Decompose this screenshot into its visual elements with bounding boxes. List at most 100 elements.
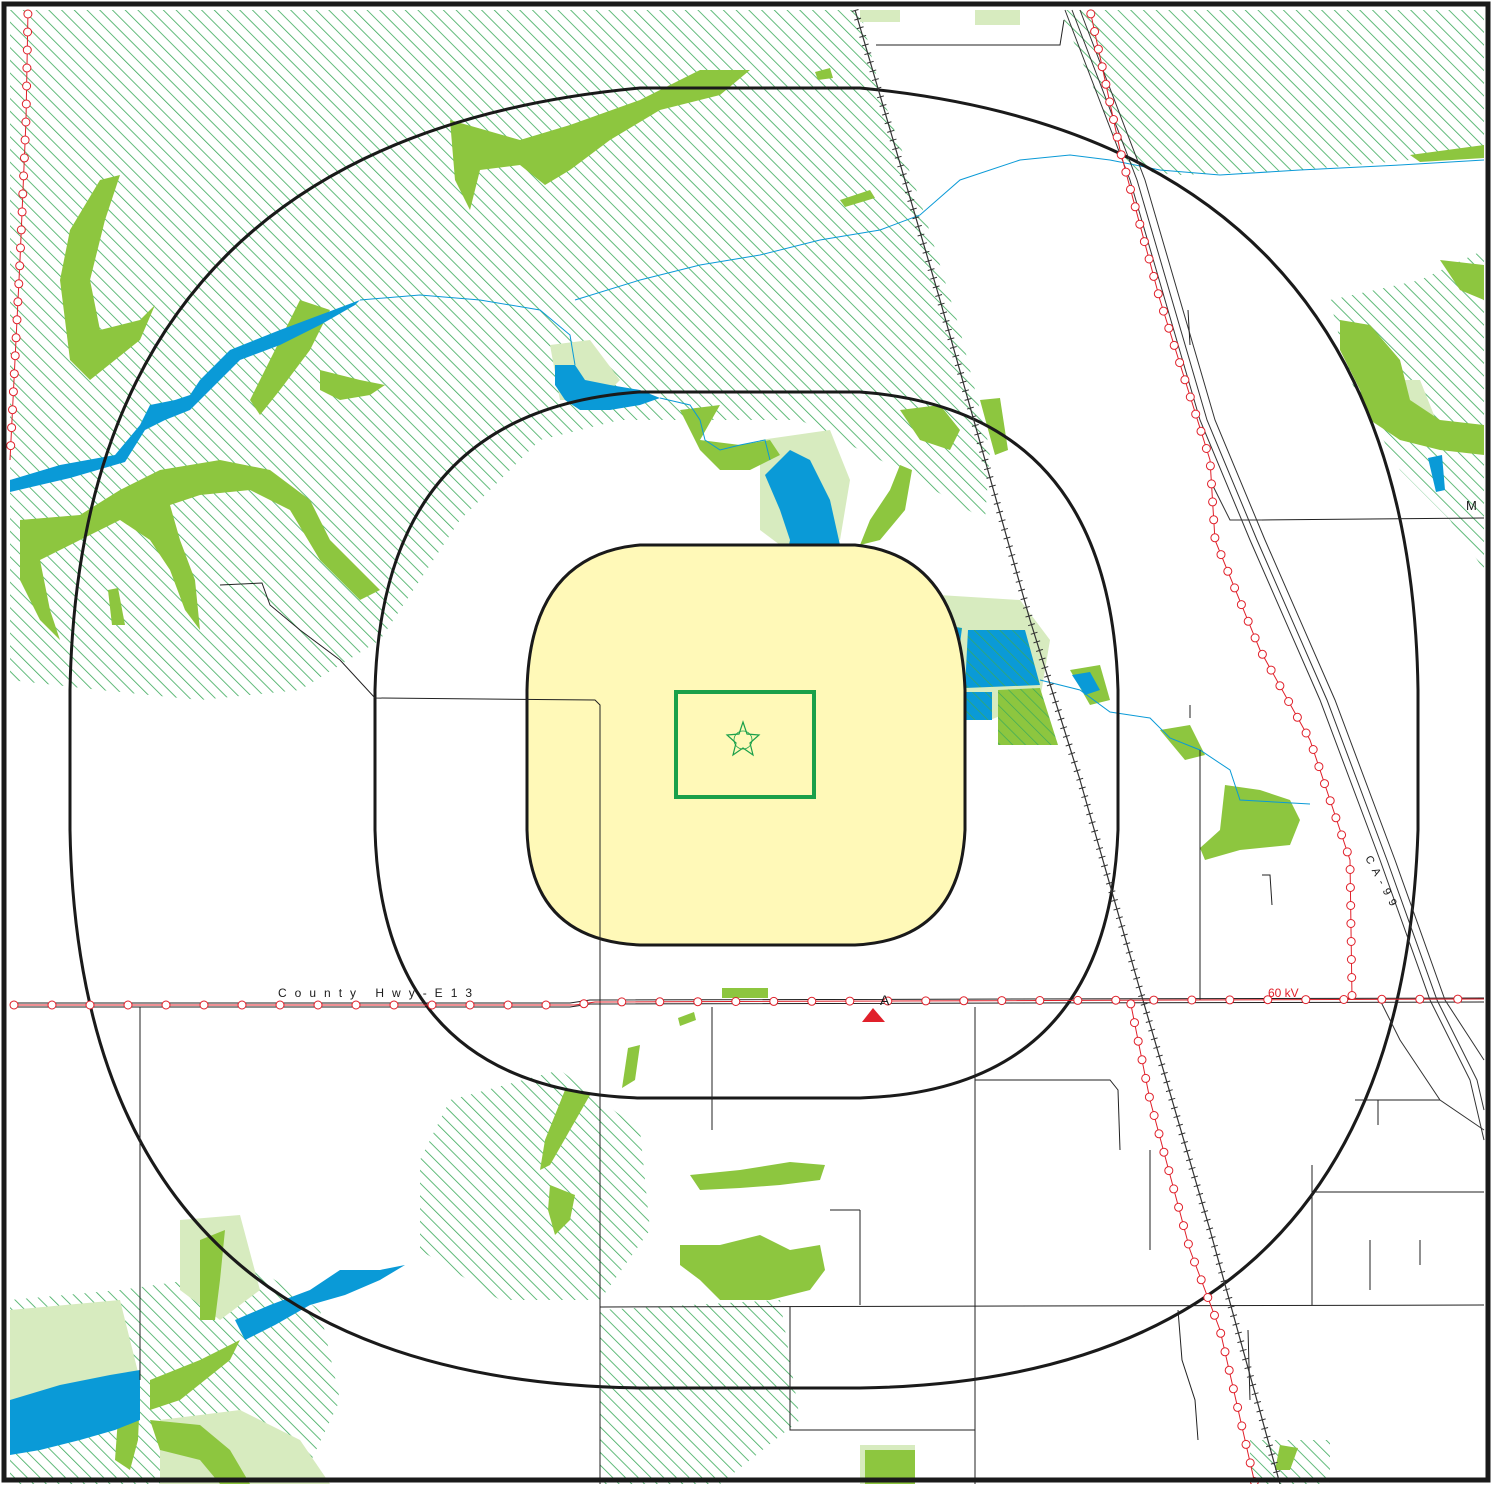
powerline-pole	[465, 1000, 475, 1010]
powerline-pole	[16, 225, 26, 235]
powerline-pole	[1342, 847, 1352, 857]
powerline-pole	[1035, 996, 1045, 1005]
powerline-pole	[1187, 995, 1197, 1005]
wetland-area-south	[600, 1300, 800, 1484]
powerline-pole	[199, 1000, 209, 1010]
powerline-pole	[1139, 237, 1149, 247]
stream-creek	[659, 397, 771, 461]
powerline-pole	[8, 405, 17, 415]
powerline-pole	[1180, 375, 1190, 385]
vegetation	[20, 68, 1484, 1484]
road-v-17	[1247, 1329, 1251, 1401]
powerline-south	[1129, 999, 1256, 1485]
triangle-marker-icon[interactable]	[862, 1008, 885, 1022]
site-boundary-box[interactable]	[674, 690, 816, 799]
powerline-pole	[16, 243, 25, 253]
powerline-pole	[1292, 712, 1302, 722]
powerline-pole	[1346, 901, 1356, 910]
powerline-pole	[1263, 995, 1273, 1005]
powerline-pole	[1257, 649, 1267, 659]
veg-blob-1	[320, 370, 385, 400]
powerline-pole	[1154, 1129, 1164, 1139]
veg-strip-creek	[680, 405, 780, 470]
veg-dash-1	[678, 1012, 696, 1026]
road-v-11	[1187, 309, 1191, 346]
powerline-pole	[9, 369, 19, 379]
powerline-pole	[22, 63, 32, 73]
powerline-pole	[1175, 358, 1185, 368]
powerline-pole	[1201, 444, 1211, 453]
powerline-pole	[1169, 340, 1179, 350]
powerline-pole	[1111, 995, 1121, 1005]
powerline-pole	[1220, 1347, 1230, 1357]
powerline-pole	[1314, 762, 1324, 772]
powerline-pole	[1133, 1036, 1143, 1046]
powerline-pole	[23, 27, 33, 37]
powerline-pole	[1216, 1328, 1226, 1338]
railroad	[851, 9, 1284, 1485]
powerline-pole	[1346, 919, 1356, 928]
powerline-pole	[19, 153, 29, 163]
powerline-pole	[769, 996, 779, 1006]
powerline-pole	[8, 387, 18, 397]
veg-strip-s-2	[540, 1090, 590, 1170]
road-v-8	[1177, 1309, 1199, 1441]
veg-patch-east-3	[1200, 785, 1300, 860]
powerline-pole	[1230, 583, 1240, 593]
veg-basin-5	[998, 688, 1058, 745]
powerline-pole	[503, 1000, 513, 1010]
veg-blob-south	[680, 1235, 825, 1300]
powerline-pole	[1345, 865, 1355, 874]
powerline-pole	[1207, 479, 1216, 489]
powerline-pole	[883, 996, 893, 1006]
powerline-pole	[237, 1000, 247, 1010]
site-zone[interactable]	[525, 543, 967, 947]
label-edge-marker: M	[1466, 498, 1477, 513]
road-north-stub	[876, 19, 1065, 46]
light-veg-patch-10	[975, 10, 1020, 25]
powerline-pole	[85, 1000, 95, 1010]
powerline-pole	[655, 997, 665, 1007]
powerline-pole	[1337, 830, 1347, 840]
powerline-pole	[807, 996, 817, 1006]
veg-strip-sw-1	[200, 1230, 225, 1320]
powerline-pole	[1196, 1275, 1206, 1285]
powerline-pole	[921, 996, 931, 1006]
powerline-pole	[1164, 323, 1174, 333]
powerline-pole	[1174, 1202, 1184, 1212]
veg-strip-5	[840, 190, 875, 207]
water-river-sw-2	[10, 1370, 140, 1455]
road-h-se	[975, 1079, 1121, 1151]
stream-east	[1039, 679, 1311, 805]
powerline-pole	[6, 441, 16, 451]
powerline-pole	[1241, 1439, 1251, 1449]
powerline-pole	[1153, 289, 1163, 299]
powerline-pole	[1109, 115, 1118, 124]
road-west-diag	[219, 582, 601, 1300]
powerline-pole	[1126, 184, 1135, 194]
powerline-pole	[11, 333, 21, 343]
powerline-pole	[14, 279, 24, 289]
powerline-pole	[579, 999, 589, 1009]
powerline-pole	[1105, 97, 1115, 107]
veg-strip-4	[815, 68, 833, 80]
buffer-ring-inner	[373, 390, 1120, 1100]
powerline-pole	[617, 997, 627, 1007]
veg-strip-ne-3	[1410, 145, 1484, 162]
powerline-pole	[1149, 271, 1159, 281]
buffer-rings	[68, 86, 1420, 1390]
powerline-pole	[1149, 1111, 1159, 1120]
powerline-pole	[1346, 937, 1356, 946]
star-icon	[725, 720, 761, 757]
powerline-pole	[7, 423, 17, 433]
powerline-pole	[731, 997, 741, 1006]
veg-strip-s-1	[622, 1045, 640, 1088]
powerline-pole	[1415, 994, 1425, 1004]
powerline-pole	[1216, 550, 1226, 560]
powerline-pole	[1301, 728, 1311, 738]
road-east-h	[1261, 517, 1485, 521]
veg-patch-se-2	[1275, 1445, 1298, 1470]
powerline-poles	[6, 9, 1463, 1486]
